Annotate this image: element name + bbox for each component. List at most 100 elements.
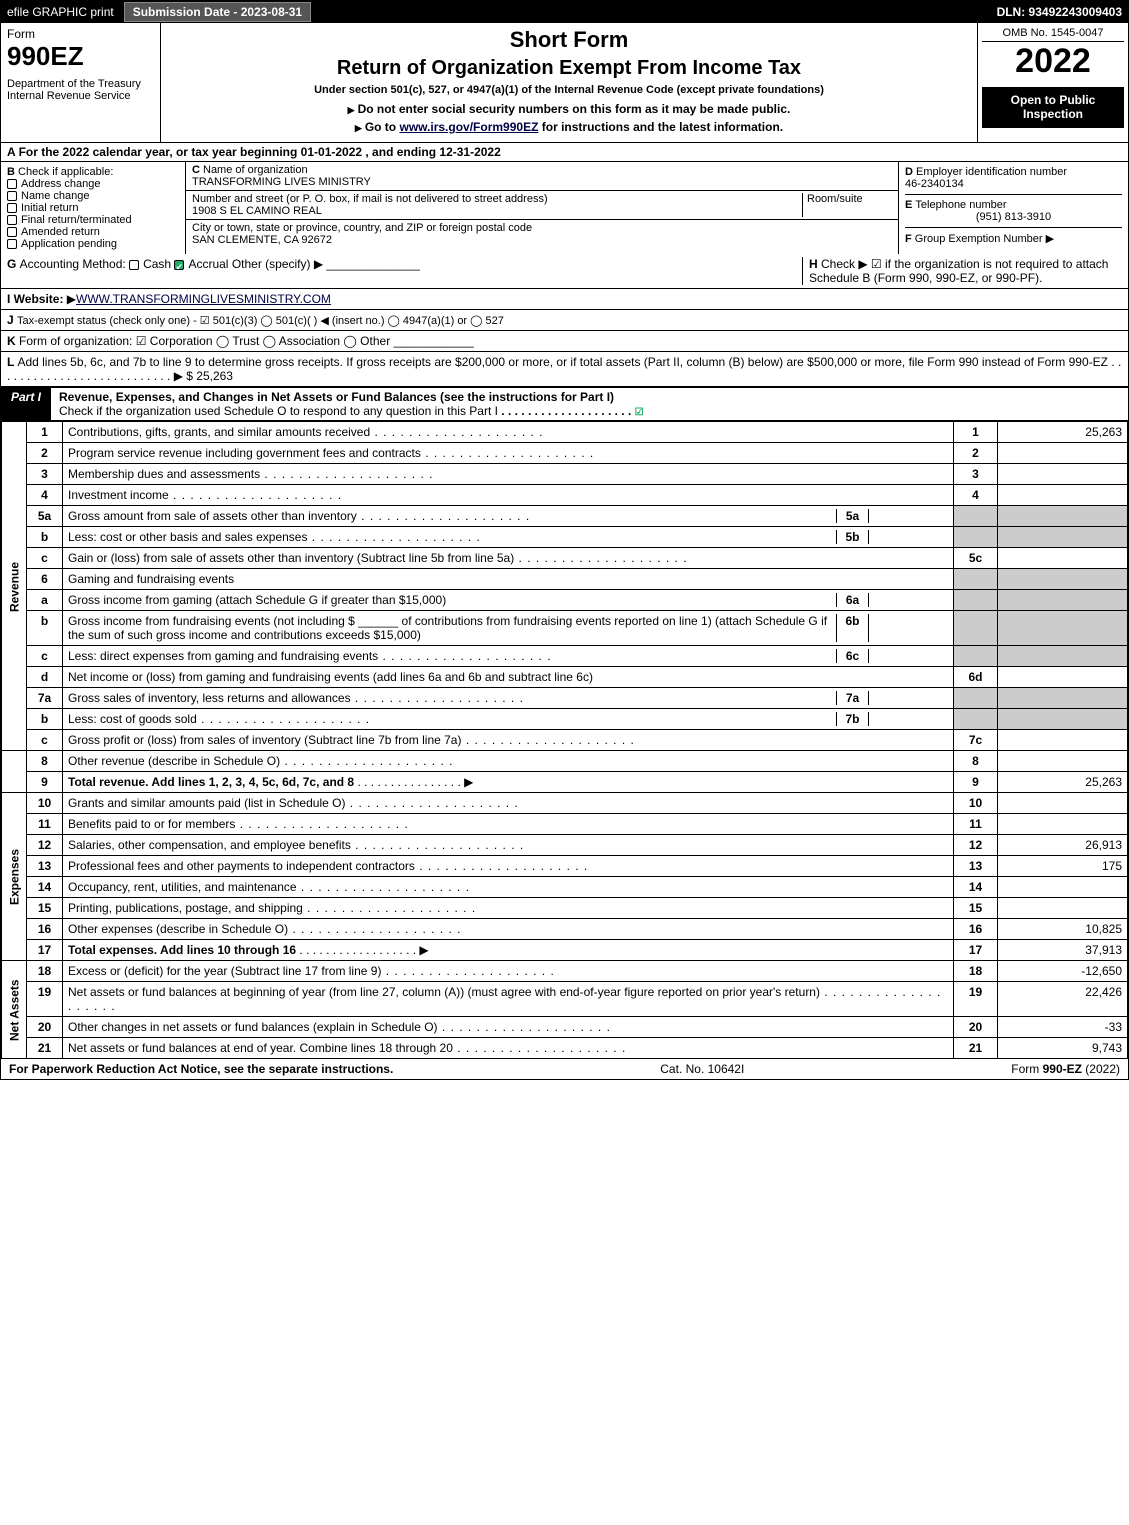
l7c-n: c xyxy=(27,730,63,751)
ssn-warning-text: Do not enter social security numbers on … xyxy=(358,102,791,116)
cb-initial-return[interactable] xyxy=(7,203,17,213)
l15-t: Printing, publications, postage, and shi… xyxy=(68,901,303,915)
l7a-t: Gross sales of inventory, less returns a… xyxy=(68,691,351,705)
l11-val xyxy=(998,814,1128,835)
l3-num: 3 xyxy=(954,464,998,485)
l15-n: 15 xyxy=(27,898,63,919)
l20-val: -33 xyxy=(998,1017,1128,1038)
i-label: Website: xyxy=(14,292,64,306)
cb-cash[interactable] xyxy=(129,260,139,270)
opt-amended-return: Amended return xyxy=(21,226,100,238)
part1-title: Revenue, Expenses, and Changes in Net As… xyxy=(51,388,1128,420)
l4-num: 4 xyxy=(954,485,998,506)
footer-right: Form 990-EZ (2022) xyxy=(1011,1062,1120,1076)
cb-name-change[interactable] xyxy=(7,191,17,201)
l20-t: Other changes in net assets or fund bala… xyxy=(68,1020,438,1034)
l6a-sub: 6a xyxy=(836,593,868,607)
l20-n: 20 xyxy=(27,1017,63,1038)
l6d-num: 6d xyxy=(954,667,998,688)
website-link[interactable]: WWW.TRANSFORMINGLIVESMINISTRY.COM xyxy=(76,292,331,306)
part1-tab: Part I xyxy=(1,388,51,420)
l5b-t: Less: cost or other basis and sales expe… xyxy=(68,530,307,544)
l12-n: 12 xyxy=(27,835,63,856)
l10-num: 10 xyxy=(954,793,998,814)
org-name: TRANSFORMING LIVES MINISTRY xyxy=(192,176,371,188)
e-label: Telephone number xyxy=(915,199,1006,211)
l12-t: Salaries, other compensation, and employ… xyxy=(68,838,351,852)
section-c: C Name of organization TRANSFORMING LIVE… xyxy=(186,162,898,254)
l3-n: 3 xyxy=(27,464,63,485)
h-text: Check ▶ ☑ if the organization is not req… xyxy=(809,257,1108,285)
l18-n: 18 xyxy=(27,961,63,982)
lines-table: Revenue 1 Contributions, gifts, grants, … xyxy=(1,421,1128,1059)
l9-n: 9 xyxy=(27,772,63,793)
l6c-n: c xyxy=(27,646,63,667)
l7b-t: Less: cost of goods sold xyxy=(68,712,197,726)
org-addr1: 1908 S EL CAMINO REAL xyxy=(192,205,322,217)
org-addr2: SAN CLEMENTE, CA 92672 xyxy=(192,234,332,246)
footer-left: For Paperwork Reduction Act Notice, see … xyxy=(9,1062,393,1076)
l6a-t: Gross income from gaming (attach Schedul… xyxy=(68,593,446,607)
l3-val xyxy=(998,464,1128,485)
cb-address-change[interactable] xyxy=(7,179,17,189)
d-label: Employer identification number xyxy=(916,166,1067,178)
l5b-n: b xyxy=(27,527,63,548)
form-page: efile GRAPHIC print Submission Date - 20… xyxy=(0,0,1129,1080)
l11-num: 11 xyxy=(954,814,998,835)
l13-t: Professional fees and other payments to … xyxy=(68,859,415,873)
l7b-n: b xyxy=(27,709,63,730)
l6-n: 6 xyxy=(27,569,63,590)
cb-amended-return[interactable] xyxy=(7,227,17,237)
l7c-val xyxy=(998,730,1128,751)
l14-t: Occupancy, rent, utilities, and maintena… xyxy=(68,880,297,894)
irs-link[interactable]: www.irs.gov/Form990EZ xyxy=(399,120,538,134)
l6c-sub: 6c xyxy=(836,649,868,663)
l9-val: 25,263 xyxy=(998,772,1128,793)
ein-value: 46-2340134 xyxy=(905,178,1122,190)
l9-t: Total revenue. Add lines 1, 2, 3, 4, 5c,… xyxy=(68,775,354,789)
cb-accrual[interactable] xyxy=(174,260,184,270)
row-i: I Website: ▶WWW.TRANSFORMINGLIVESMINISTR… xyxy=(1,289,1128,310)
l2-t: Program service revenue including govern… xyxy=(68,446,421,460)
page-footer: For Paperwork Reduction Act Notice, see … xyxy=(1,1059,1128,1079)
l7c-t: Gross profit or (loss) from sales of inv… xyxy=(68,733,461,747)
l13-n: 13 xyxy=(27,856,63,877)
row-gh: G Accounting Method: Cash Accrual Other … xyxy=(1,254,1128,289)
topbar: efile GRAPHIC print Submission Date - 20… xyxy=(1,1,1128,23)
l17-val: 37,913 xyxy=(998,940,1128,961)
dln: DLN: 93492243009403 xyxy=(997,5,1122,19)
expenses-sidelabel: Expenses xyxy=(2,793,27,961)
l6d-t: Net income or (loss) from gaming and fun… xyxy=(68,670,593,684)
l5a-n: 5a xyxy=(27,506,63,527)
cb-application-pending[interactable] xyxy=(7,239,17,249)
l6a-n: a xyxy=(27,590,63,611)
row-a-text: For the 2022 calendar year, or tax year … xyxy=(19,145,501,159)
j-text: Tax-exempt status (check only one) - ☑ 5… xyxy=(17,315,504,327)
l6-t: Gaming and fundraising events xyxy=(68,572,234,586)
l2-n: 2 xyxy=(27,443,63,464)
f-arrow: ▶ xyxy=(1046,233,1054,245)
l19-num: 19 xyxy=(954,982,998,1017)
l4-val xyxy=(998,485,1128,506)
inspection-badge: Open to Public Inspection xyxy=(982,87,1124,128)
form-number: 990EZ xyxy=(7,41,154,72)
l11-n: 11 xyxy=(27,814,63,835)
l7a-sub: 7a xyxy=(836,691,868,705)
l11-t: Benefits paid to or for members xyxy=(68,817,235,831)
ssn-warning: Do not enter social security numbers on … xyxy=(169,102,969,116)
l19-t: Net assets or fund balances at beginning… xyxy=(68,985,820,999)
l8-num: 8 xyxy=(954,751,998,772)
efile-label: efile GRAPHIC print xyxy=(7,5,114,19)
l20-num: 20 xyxy=(954,1017,998,1038)
tax-year: 2022 xyxy=(982,42,1124,81)
netassets-sidelabel: Net Assets xyxy=(2,961,27,1059)
part1-bar: Part I Revenue, Expenses, and Changes in… xyxy=(1,387,1128,421)
l6d-val xyxy=(998,667,1128,688)
c-addr1-label: Number and street (or P. O. box, if mail… xyxy=(192,193,548,205)
opt-application-pending: Application pending xyxy=(21,238,117,250)
l14-n: 14 xyxy=(27,877,63,898)
l5b-sub: 5b xyxy=(836,530,868,544)
section-def: D Employer identification number 46-2340… xyxy=(898,162,1128,254)
cb-final-return[interactable] xyxy=(7,215,17,225)
g-accrual: Accrual xyxy=(188,257,228,271)
